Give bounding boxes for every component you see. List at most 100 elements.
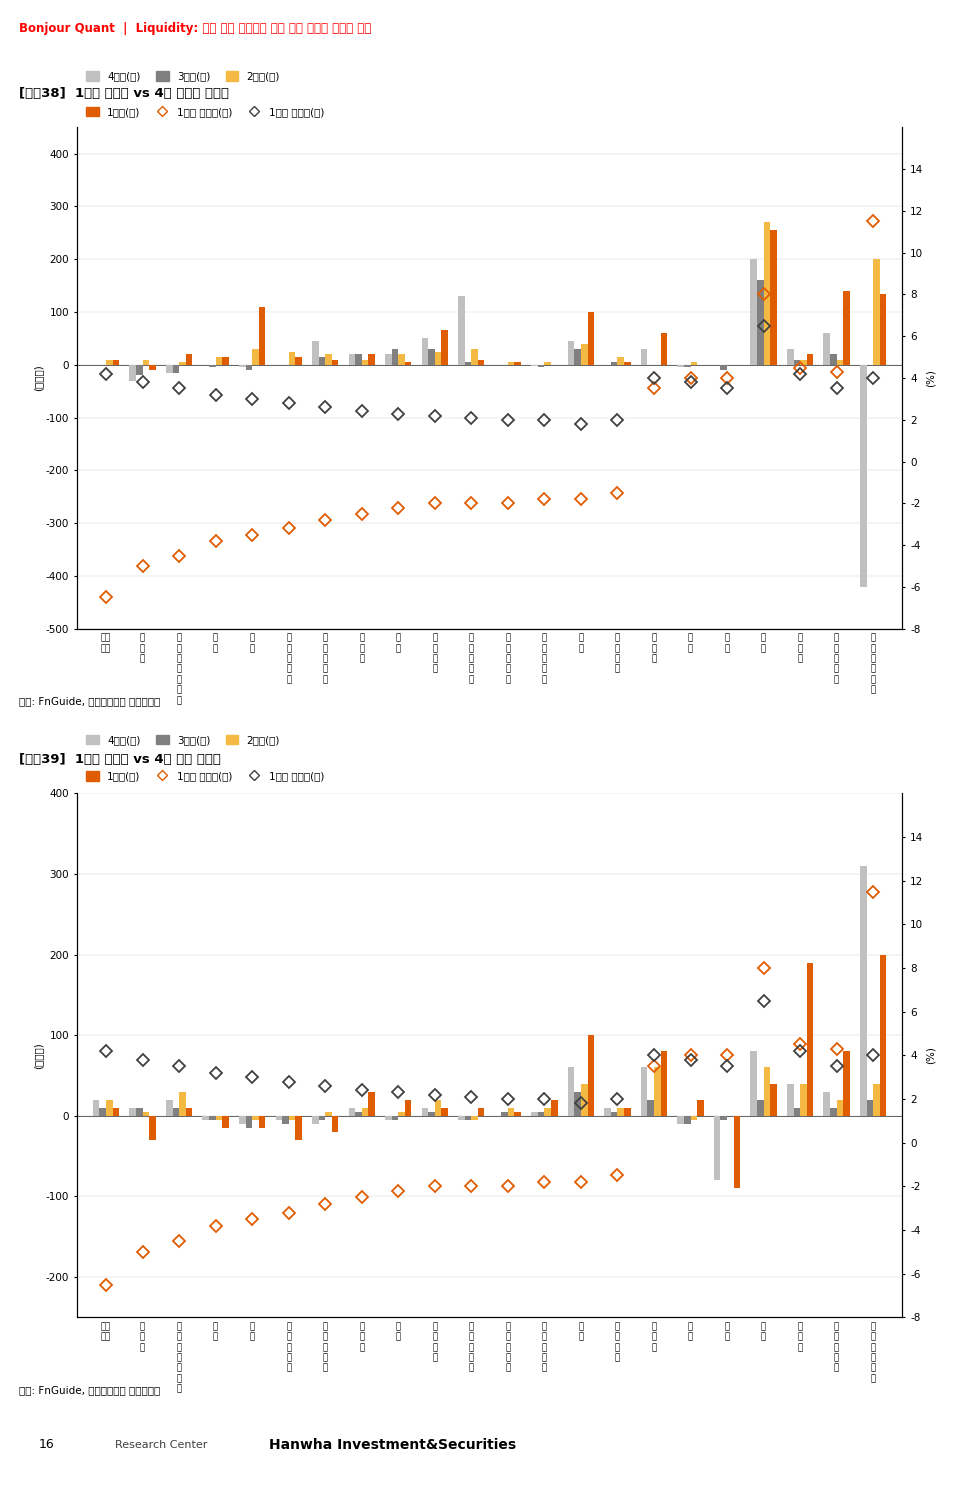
1주일 수익률(우) (721, 1057, 732, 1075)
Bar (581, 344, 588, 365)
1주일 수익률(우) (393, 404, 404, 422)
1개월 수익률(우) (502, 1177, 514, 1195)
1주일 수익률(우) (429, 407, 441, 425)
Bar (611, 362, 617, 365)
Bar (660, 334, 667, 365)
Bar (355, 355, 362, 365)
Bar (428, 1112, 435, 1115)
Bar (312, 341, 319, 365)
Bar (185, 1108, 192, 1115)
Bar (296, 356, 301, 365)
Bar (837, 359, 843, 365)
Bar (173, 365, 180, 373)
Bar (478, 1108, 485, 1115)
Bar (442, 331, 448, 365)
Bar (180, 362, 185, 365)
Bar (824, 1091, 830, 1115)
Bar (720, 365, 727, 370)
Bar (544, 1108, 551, 1115)
Bar (617, 356, 624, 365)
Bar (843, 290, 850, 365)
Bar (325, 355, 332, 365)
Bar (830, 355, 837, 365)
1개월 수익률(우) (868, 213, 879, 231)
Bar (567, 1067, 574, 1115)
Text: [그림39]  1개월 수익률 vs 4주 기관 순매수: [그림39] 1개월 수익률 vs 4주 기관 순매수 (19, 753, 221, 766)
Bar (442, 1108, 448, 1115)
1개월 수익률(우) (283, 519, 295, 537)
Bar (611, 1112, 617, 1115)
Bar (166, 365, 173, 373)
Bar (112, 1108, 119, 1115)
Bar (112, 359, 119, 365)
Bar (770, 231, 777, 365)
1주일 수익률(우) (868, 368, 879, 386)
1주일 수익률(우) (393, 1084, 404, 1102)
Bar (588, 311, 594, 365)
Line: 1개월 수익률(우): 1개월 수익률(우) (102, 888, 877, 1289)
Bar (574, 1091, 581, 1115)
Bar (684, 1115, 690, 1124)
Bar (806, 963, 813, 1115)
Bar (130, 1108, 136, 1115)
Bar (751, 1051, 757, 1115)
Bar (276, 1115, 282, 1120)
1개월 수익률(우) (210, 531, 222, 549)
1주일 수익률(우) (757, 993, 769, 1010)
1주일 수익률(우) (721, 379, 732, 397)
Bar (369, 1091, 375, 1115)
1개월 수익률(우) (247, 1210, 258, 1228)
Bar (392, 349, 398, 365)
Line: 1주일 수익률(우): 1주일 수익률(우) (102, 997, 877, 1108)
Bar (252, 349, 259, 365)
Bar (471, 1115, 478, 1120)
Bar (581, 1084, 588, 1115)
Bar (239, 365, 246, 367)
1개월 수익률(우) (247, 525, 258, 543)
1개월 수익률(우) (648, 1057, 660, 1075)
Bar (246, 1115, 252, 1127)
Bar (678, 1115, 684, 1124)
1주일 수익률(우) (320, 398, 331, 416)
1주일 수익률(우) (174, 379, 185, 397)
Bar (259, 307, 265, 365)
Bar (508, 1108, 515, 1115)
Bar (757, 1100, 763, 1115)
Bar (149, 365, 156, 370)
Y-axis label: (%): (%) (926, 1046, 936, 1064)
Bar (246, 365, 252, 370)
1개월 수익률(우) (539, 490, 550, 507)
Bar (624, 1108, 631, 1115)
1주일 수익률(우) (831, 1057, 843, 1075)
Bar (641, 1067, 647, 1115)
Bar (332, 1115, 338, 1132)
1개월 수익률(우) (356, 504, 368, 522)
Bar (515, 1112, 521, 1115)
Bar (289, 1115, 296, 1120)
Bar (770, 1084, 777, 1115)
Bar (282, 1115, 289, 1124)
Bar (405, 362, 412, 365)
Bar (874, 1084, 879, 1115)
1개월 수익률(우) (320, 1195, 331, 1213)
1주일 수익률(우) (466, 409, 477, 427)
1주일 수익률(우) (136, 1051, 148, 1069)
Bar (332, 359, 338, 365)
1개월 수익률(우) (684, 1046, 696, 1064)
1주일 수익률(우) (466, 1088, 477, 1106)
Bar (531, 1112, 538, 1115)
1개월 수익률(우) (868, 883, 879, 901)
1주일 수익률(우) (136, 373, 148, 391)
Bar (787, 1084, 794, 1115)
1개월 수익률(우) (612, 484, 623, 501)
Bar (800, 359, 806, 365)
Bar (222, 356, 228, 365)
Bar (501, 1112, 508, 1115)
1주일 수익률(우) (210, 386, 222, 404)
Bar (203, 1115, 209, 1120)
Bar (624, 362, 631, 365)
Y-axis label: (십억원): (십억원) (33, 1042, 43, 1069)
Legend: 1주전(좌), 1개월 수익률(우), 1주일 수익률(우): 1주전(좌), 1개월 수익률(우), 1주일 수익률(우) (82, 102, 328, 121)
Bar (93, 1100, 100, 1115)
1주일 수익률(우) (648, 1046, 660, 1064)
